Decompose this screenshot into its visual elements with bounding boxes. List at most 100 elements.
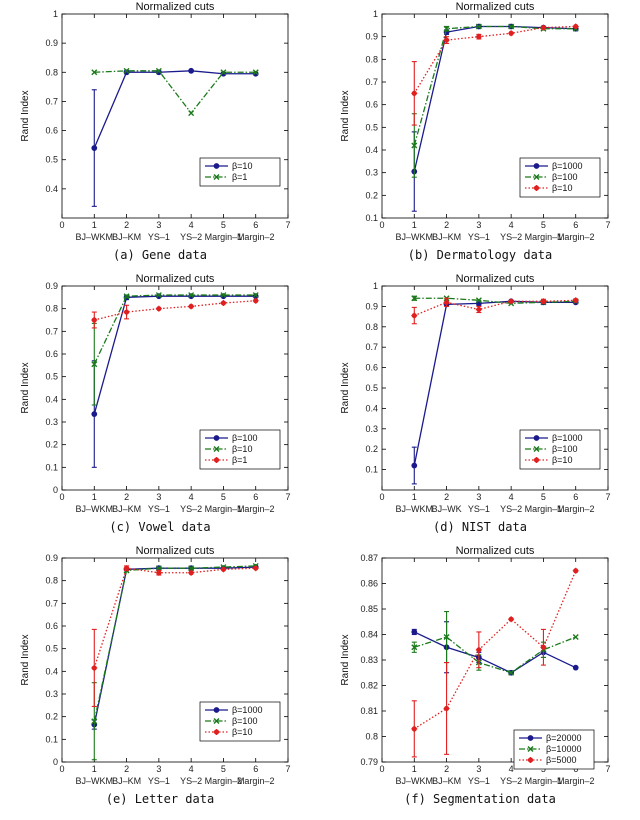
x-tick-label-c: 7 bbox=[285, 492, 290, 502]
category-label-e: Margin–2 bbox=[237, 776, 275, 786]
plot-frame-a bbox=[61, 13, 289, 219]
legend-marker-c-0 bbox=[213, 435, 220, 441]
data-point-a-0 bbox=[91, 145, 98, 151]
legend-label-c-1: β=10 bbox=[232, 444, 252, 454]
caption-a: (a) Gene data bbox=[113, 248, 207, 262]
series-line-c-0 bbox=[93, 295, 256, 415]
y-tick-label-e: 0.4 bbox=[45, 666, 58, 676]
legend-marker-b-0 bbox=[533, 163, 540, 169]
chart-b-svg: Normalized cuts Rand Index 0.1 0.2 0.3 0.4 0.5… bbox=[340, 1, 611, 242]
category-label-c: BJ–KM bbox=[112, 504, 141, 514]
category-label-f: Margin–2 bbox=[557, 776, 595, 786]
y-tick-label-d: 0.3 bbox=[365, 424, 378, 434]
category-label-d: BJ–WK bbox=[432, 504, 462, 514]
x-tick-label-a: 1 bbox=[92, 220, 97, 230]
legend-marker-f-2 bbox=[527, 757, 534, 763]
y-tick-label-a: 0.5 bbox=[45, 155, 58, 165]
category-label-f: BJ–WKM bbox=[396, 776, 434, 786]
data-point-b-1 bbox=[475, 23, 482, 30]
panel-e: Normalized cuts Rand Index 0 0.1 0.2 0.3 0.4 0.… bbox=[0, 544, 320, 816]
data-point-e-2 bbox=[123, 565, 130, 572]
category-label-b: Margin–2 bbox=[557, 232, 595, 242]
category-label-d: Margin–2 bbox=[557, 504, 595, 514]
x-tick-label-b: 2 bbox=[444, 220, 449, 230]
data-point-f-1 bbox=[411, 644, 418, 651]
y-tick-label-e: 0.9 bbox=[45, 553, 58, 563]
legend-marker-c-1 bbox=[213, 446, 220, 452]
x-tick-label-b: 5 bbox=[541, 220, 546, 230]
category-label-e: BJ–WKM bbox=[76, 776, 114, 786]
data-point-a-1 bbox=[220, 69, 227, 76]
x-tick-label-d: 4 bbox=[509, 492, 514, 502]
legend-marker-a-0 bbox=[213, 163, 220, 169]
panel-c: Normalized cuts Rand Index 0 0.1 0.2 0.3 0.4 0.… bbox=[0, 272, 320, 544]
y-axis-label-b: Rand Index bbox=[340, 90, 351, 141]
category-label-c: BJ–WKM bbox=[76, 504, 114, 514]
x-tick-label-e: 4 bbox=[189, 764, 194, 774]
category-label-f: Margin–1 bbox=[525, 776, 563, 786]
data-point-c-2 bbox=[91, 317, 98, 323]
legend-label-f-2: β=5000 bbox=[546, 755, 576, 765]
x-tick-label-e: 7 bbox=[285, 764, 290, 774]
caption-d: (d) NIST data bbox=[433, 520, 527, 534]
data-point-c-1 bbox=[123, 293, 130, 300]
plot-frame-f bbox=[381, 557, 609, 763]
data-point-d-2 bbox=[475, 306, 482, 313]
y-tick-label-c: 0.2 bbox=[45, 440, 58, 450]
category-label-a: YS–2 bbox=[180, 232, 202, 242]
category-label-d: YS–2 bbox=[500, 504, 522, 514]
category-label-e: BJ–KM bbox=[112, 776, 141, 786]
x-tick-label-a: 2 bbox=[124, 220, 129, 230]
x-tick-label-e: 2 bbox=[124, 764, 129, 774]
data-point-c-2 bbox=[155, 305, 162, 312]
category-label-d: Margin–1 bbox=[525, 504, 563, 514]
chart-title-a: Normalized cuts bbox=[136, 1, 215, 13]
data-point-a-1 bbox=[91, 69, 98, 76]
x-tick-label-f: 2 bbox=[444, 764, 449, 774]
y-tick-label-c: 0.7 bbox=[45, 326, 58, 336]
y-tick-label-f: 0.87 bbox=[360, 553, 378, 563]
series-line-b-2 bbox=[413, 25, 576, 94]
data-point-f-0 bbox=[411, 629, 418, 635]
y-axis-label-e: Rand Index bbox=[20, 634, 31, 685]
legend-label-e-0: β=1000 bbox=[232, 705, 262, 715]
category-label-d: BJ–WKM bbox=[396, 504, 434, 514]
y-tick-label-d: 0.8 bbox=[365, 322, 378, 332]
x-tick-label-e: 3 bbox=[156, 764, 161, 774]
y-tick-label-a: 0.6 bbox=[45, 126, 58, 136]
x-tick-label-c: 3 bbox=[156, 492, 161, 502]
data-point-b-1 bbox=[411, 142, 418, 149]
y-tick-label-d: 0.7 bbox=[365, 342, 378, 352]
series-line-f-1 bbox=[414, 636, 576, 674]
data-point-a-0 bbox=[188, 67, 195, 74]
legend-marker-d-0 bbox=[533, 435, 540, 441]
caption-f: (f) Segmentation data bbox=[404, 792, 556, 806]
y-tick-label-e: 0.3 bbox=[45, 689, 58, 699]
y-tick-label-c: 0.5 bbox=[45, 372, 58, 382]
legend-label-d-1: β=100 bbox=[552, 444, 577, 454]
series-b-2 bbox=[411, 23, 579, 126]
data-point-a-1 bbox=[155, 67, 162, 74]
y-tick-label-d: 0.5 bbox=[365, 383, 378, 393]
series-f-2 bbox=[411, 567, 579, 758]
data-point-f-2 bbox=[475, 646, 482, 653]
y-axis-label-c: Rand Index bbox=[20, 362, 31, 413]
data-point-b-2 bbox=[443, 37, 450, 44]
x-tick-label-f: 0 bbox=[379, 764, 384, 774]
y-tick-label-e: 0.2 bbox=[45, 712, 58, 722]
y-tick-label-e: 0.7 bbox=[45, 598, 58, 608]
x-tick-label-e: 6 bbox=[253, 764, 258, 774]
y-tick-label-b: 0.3 bbox=[365, 168, 378, 178]
chart-title-b: Normalized cuts bbox=[456, 1, 535, 13]
chart-d-svg: Normalized cuts Rand Index 0.1 0.2 0.3 0.4 0.5… bbox=[340, 273, 611, 514]
data-point-b-2 bbox=[475, 33, 482, 40]
data-point-f-1 bbox=[508, 669, 515, 676]
chart-f-svg: Normalized cuts Rand Index 0.79 0.8 0.81 0.82… bbox=[340, 545, 611, 786]
data-point-e-2 bbox=[91, 664, 98, 671]
panel-a: Normalized cuts Rand Index 0.4 0.5 0.6 0.7 0.8… bbox=[0, 0, 320, 272]
data-point-f-2 bbox=[572, 567, 579, 574]
x-tick-label-b: 7 bbox=[605, 220, 610, 230]
category-label-b: Margin–1 bbox=[525, 232, 563, 242]
